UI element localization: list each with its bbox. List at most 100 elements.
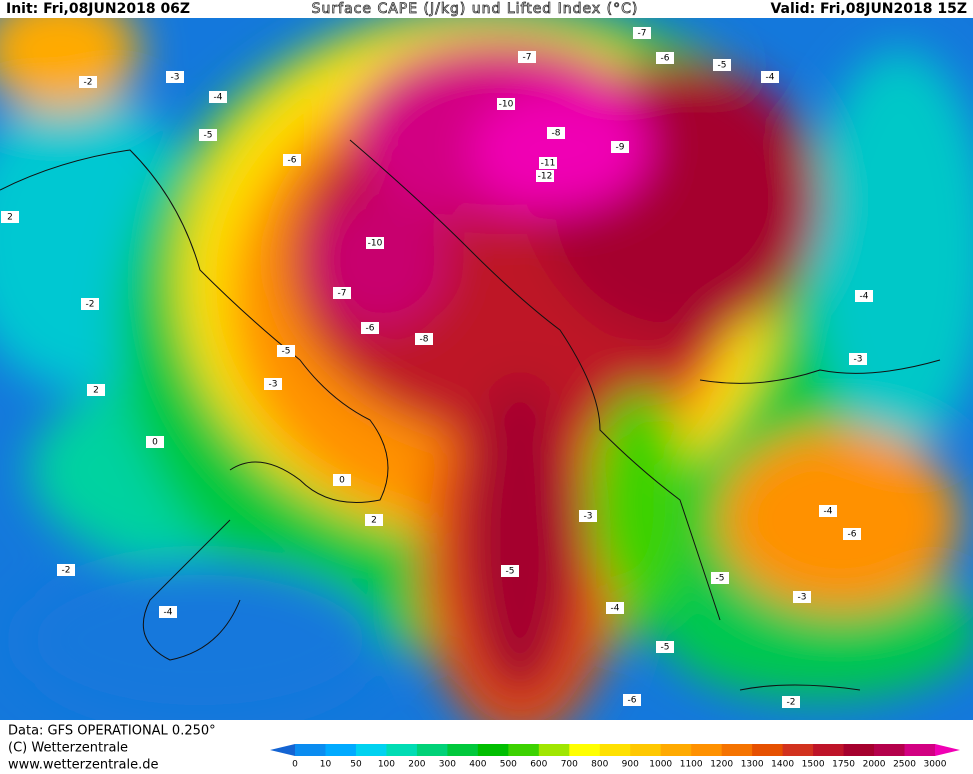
label-box [501, 565, 519, 577]
label-box [264, 378, 282, 390]
label-box [579, 510, 597, 522]
label-box [623, 694, 641, 706]
label-box [199, 129, 217, 141]
colorbar-segment [721, 744, 753, 756]
contour-label: -2 [62, 566, 71, 576]
label-box [79, 76, 97, 88]
colorbar-segment [325, 744, 357, 756]
label-box [855, 290, 873, 302]
colorbar-segment [874, 744, 906, 756]
label-box [849, 353, 867, 365]
contour-label: -6 [288, 156, 297, 166]
colorbar-label: 2500 [893, 760, 916, 770]
colorbar-label: 1750 [832, 760, 855, 770]
colorbar-segment [508, 744, 540, 756]
colorbar-label: 800 [591, 760, 608, 770]
label-box [711, 572, 729, 584]
contour-label: -4 [611, 604, 620, 614]
label-box [366, 237, 384, 249]
label-box [166, 71, 184, 83]
colorbar-label: 600 [530, 760, 547, 770]
contour-label: -12 [538, 172, 553, 182]
colorbar-segment [630, 744, 662, 756]
label-box [1, 211, 19, 223]
contour-label: -4 [860, 292, 869, 302]
colorbar-segment [538, 744, 570, 756]
label-box [782, 696, 800, 708]
contour-label: -2 [84, 78, 93, 88]
contour-label: 0 [152, 438, 158, 448]
label-box [283, 154, 301, 166]
label-box [656, 52, 674, 64]
contour-label: -7 [338, 289, 347, 299]
contour-label: -10 [499, 100, 514, 110]
colorbar-segment [416, 744, 448, 756]
label-box [209, 91, 227, 103]
colorbar-label: 1100 [680, 760, 703, 770]
label-box [277, 345, 295, 357]
colorbar-segment [660, 744, 692, 756]
label-box [87, 384, 105, 396]
label-box [159, 606, 177, 618]
label-box [606, 602, 624, 614]
colorbar-label: 1200 [710, 760, 733, 770]
contour-label: -5 [718, 61, 727, 71]
contour-label: -2 [787, 698, 796, 708]
colorbar-label: 1000 [649, 760, 672, 770]
data-source: Data: GFS OPERATIONAL 0.250° [8, 724, 216, 739]
contour-label: 2 [93, 386, 99, 396]
colorbar-label: 10 [320, 760, 332, 770]
colorbar-segment [691, 744, 723, 756]
colorbar-label: 1500 [802, 760, 825, 770]
colorbar-segment [355, 744, 387, 756]
colorbar-label: 100 [378, 760, 395, 770]
label-box [761, 71, 779, 83]
colorbar-segment [904, 744, 936, 756]
label-box [536, 170, 554, 182]
valid-time: Valid: Fri,08JUN2018 15Z [770, 1, 967, 17]
colorbar-segment [386, 744, 418, 756]
colorbar-segment [752, 744, 784, 756]
cape-field [0, 18, 973, 720]
label-box [57, 564, 75, 576]
label-box [518, 51, 536, 63]
init-time: Init: Fri,08JUN2018 06Z [6, 1, 190, 17]
contour-label: -5 [282, 347, 291, 357]
colorbar-segment [569, 744, 601, 756]
contour-label: 2 [7, 213, 13, 223]
label-box [611, 141, 629, 153]
label-box [415, 333, 433, 345]
label-box [497, 98, 515, 110]
contour-label: -6 [848, 530, 857, 540]
colorbar-segment [843, 744, 875, 756]
colorbar-segment [477, 744, 509, 756]
colorbar: 0 10 50 100 200 300 400 500 600 700 800 900 1000 1100… [270, 744, 960, 770]
contour-label: 2 [371, 516, 377, 526]
label-box [81, 298, 99, 310]
colorbar-label: 500 [500, 760, 517, 770]
colorbar-label: 700 [561, 760, 578, 770]
contour-label: -3 [269, 380, 278, 390]
colorbar-label: 0 [292, 760, 298, 770]
contour-label: -4 [824, 507, 833, 517]
contour-label: -8 [420, 335, 429, 345]
map: -10 -10 -11 -12 -9 -8 -7 -7 -6 -5 -4 -5 -6 -4 -3 -2 2 -2 2… [0, 18, 973, 720]
contour-label: -3 [798, 593, 807, 603]
contour-label: -5 [506, 567, 515, 577]
label-box [656, 641, 674, 653]
contour-label: -8 [552, 129, 561, 139]
colorbar-label: 50 [350, 760, 362, 770]
website: www.wetterzentrale.de [8, 758, 158, 771]
contour-label: -7 [638, 29, 647, 39]
map-title: Surface CAPE (J/kg) und Lifted Index (°C… [312, 1, 639, 17]
label-box [365, 514, 383, 526]
label-box [547, 127, 565, 139]
colorbar-segment [782, 744, 814, 756]
label-box [713, 59, 731, 71]
label-box [361, 322, 379, 334]
contour-label: -2 [86, 300, 95, 310]
coastlines [0, 139, 941, 691]
label-box [843, 528, 861, 540]
contour-label: -11 [541, 159, 556, 169]
